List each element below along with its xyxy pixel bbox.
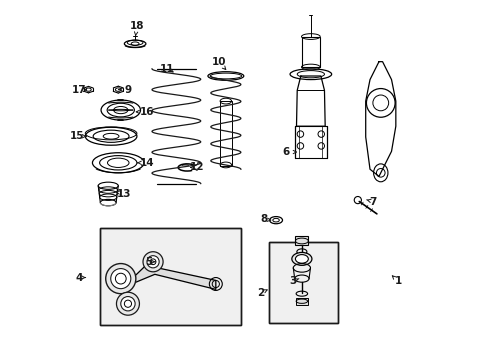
Circle shape [147, 256, 159, 268]
Text: 2: 2 [257, 288, 264, 298]
Bar [296, 298, 307, 305]
Text: 4: 4 [75, 273, 82, 283]
Circle shape [121, 297, 135, 311]
Text: 8: 8 [260, 215, 267, 224]
Text: 18: 18 [129, 21, 144, 31]
Circle shape [105, 264, 136, 294]
Text: 13: 13 [116, 189, 131, 199]
Text: 15: 15 [70, 131, 84, 141]
Text: 14: 14 [140, 158, 154, 168]
Text: 5: 5 [144, 257, 152, 267]
Bar [301, 37, 320, 67]
Bar [100, 228, 241, 325]
Circle shape [142, 252, 163, 272]
Text: 10: 10 [211, 57, 225, 67]
Bar [220, 101, 231, 166]
Text: 16: 16 [140, 107, 154, 117]
Text: 6: 6 [282, 147, 289, 157]
Text: 17: 17 [72, 85, 87, 95]
Text: 1: 1 [393, 276, 401, 286]
Text: 12: 12 [189, 162, 204, 172]
Bar [268, 242, 337, 323]
Text: 7: 7 [368, 197, 376, 207]
Bar [100, 228, 241, 325]
Polygon shape [136, 265, 215, 289]
Text: 9: 9 [124, 85, 131, 95]
Text: 3: 3 [289, 276, 296, 286]
Circle shape [116, 292, 139, 315]
Ellipse shape [291, 252, 311, 265]
Circle shape [110, 269, 131, 289]
Text: 11: 11 [160, 64, 174, 74]
Bar [268, 242, 337, 323]
Ellipse shape [295, 255, 308, 263]
Bar [295, 236, 308, 245]
